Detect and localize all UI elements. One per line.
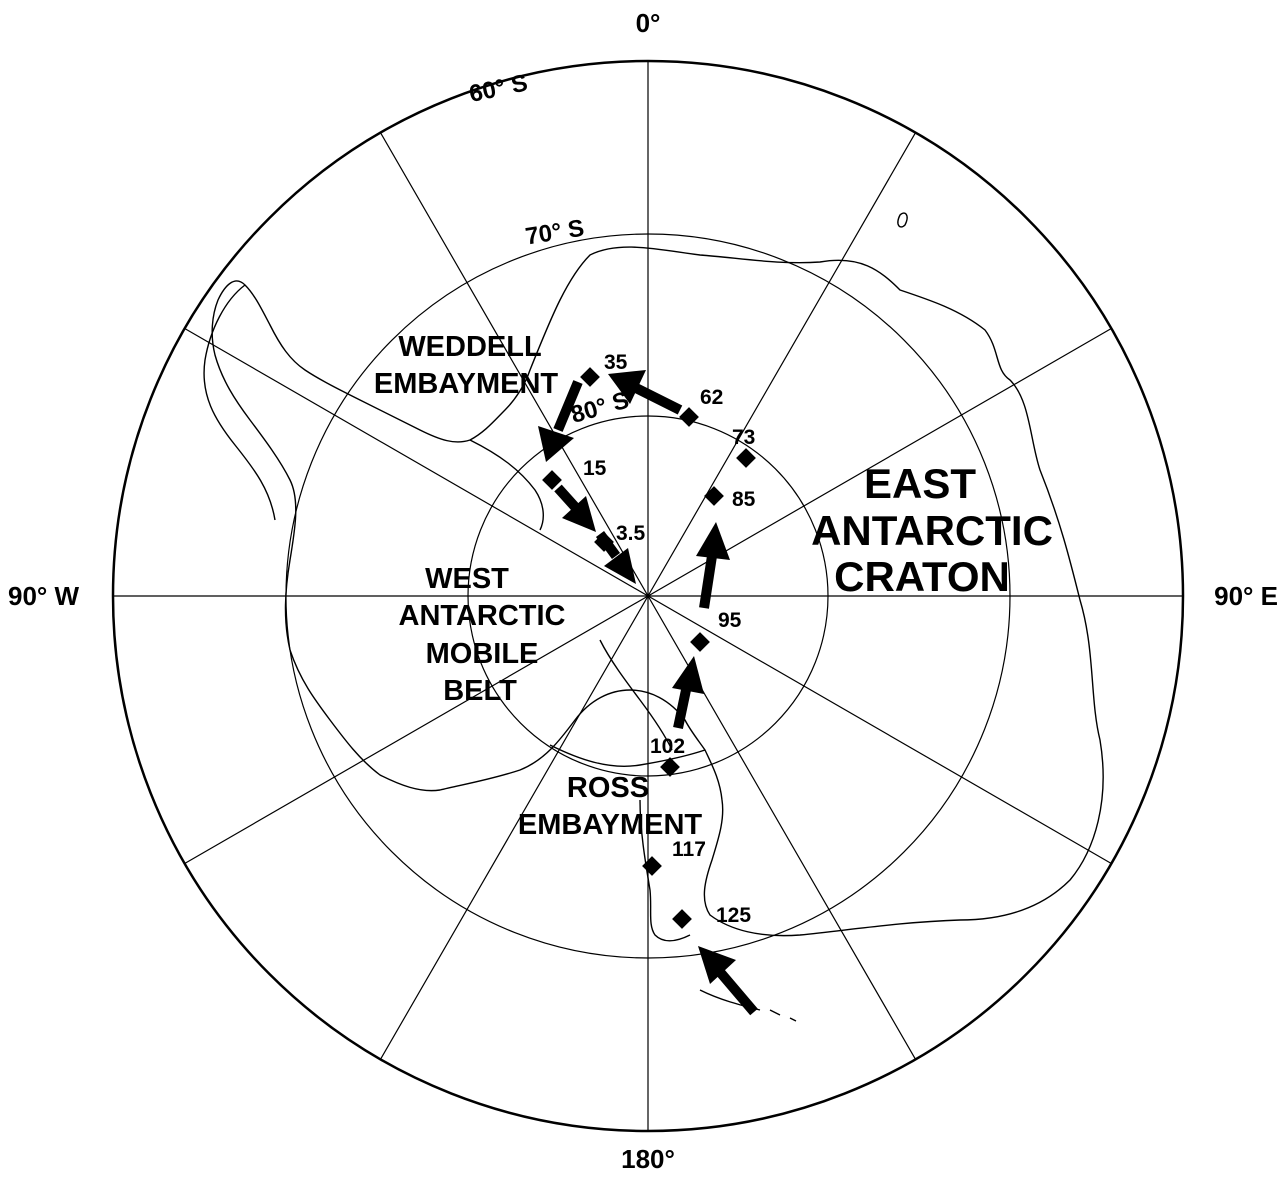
transantarctic-edge [599,639,673,751]
graticule [111,59,1185,1133]
age-label-73: 73 [732,426,755,449]
meridian-labels: 0° 90° E 180° 90° W [8,8,1278,1174]
peninsula-outer-coast [203,284,276,521]
region-labels: WEDDELL EMBAYMENT WEST ANTARCTIC MOBILE … [374,331,1053,841]
arrow-35-to-15 [538,380,583,462]
latitude-label-70s: 70° S [524,215,586,251]
label-west-antarctic-line3: MOBILE [426,638,539,670]
label-ross-line1: ROSS [567,772,649,804]
age-label-15: 15 [583,457,607,480]
pole-marker-95 [690,632,710,652]
meridian-label-0: 0° [636,8,661,38]
pole-marker-35 [580,367,600,387]
victoria-land-coast [639,799,691,942]
label-weddell-line1: WEDDELL [398,331,541,363]
age-label-117: 117 [672,838,706,861]
meridian-label-180: 180° [621,1144,675,1174]
coastline [203,212,1104,1022]
label-west-antarctic-line4: BELT [443,675,517,707]
small-island [897,212,908,228]
age-label-3-5: 3.5 [616,522,646,545]
meridian-60w-120e [184,327,1112,865]
pole-marker-85 [704,486,724,506]
age-label-62: 62 [700,386,723,409]
meridian-label-90w: 90° W [8,581,80,611]
latitude-label-60s: 60° S [467,69,530,108]
label-ross-line2: EMBAYMENT [518,809,703,841]
pole-marker-125 [672,909,692,929]
pole-marker-73 [736,448,756,468]
label-west-antarctic-line2: ANTARCTIC [399,600,566,632]
pole-marker-15 [542,470,562,490]
arrow-95-to-85 [696,522,730,609]
label-east-antarctic-line3: CRATON [834,553,1010,600]
label-east-antarctic-line2: ANTARCTIC [811,507,1053,554]
age-label-95: 95 [718,609,742,632]
antarctic-coastline [211,246,1104,937]
arrow-into-125 [698,946,758,1016]
pole-position-markers [542,367,756,929]
meridian-label-90e: 90° E [1214,581,1278,611]
label-east-antarctic-line1: EAST [864,460,976,507]
label-west-antarctic-line1: WEST [425,563,509,595]
pole-path-arrows [538,370,758,1016]
ronne-ice-front [469,439,544,531]
age-label-102: 102 [650,735,685,758]
age-label-35: 35 [604,351,628,374]
pole-age-labels: 3.5 15 35 62 73 85 95 102 117 125 [583,351,756,927]
arrow-62-to-35 [608,370,683,415]
age-label-125: 125 [716,904,751,927]
label-weddell-line2: EMBAYMENT [374,368,559,400]
pole-marker-62 [679,407,699,427]
age-label-85: 85 [732,488,756,511]
ross-ice-front [549,744,706,767]
arrow-15-to-3-5 [554,484,596,532]
arrow-102-to-95 [672,656,704,730]
